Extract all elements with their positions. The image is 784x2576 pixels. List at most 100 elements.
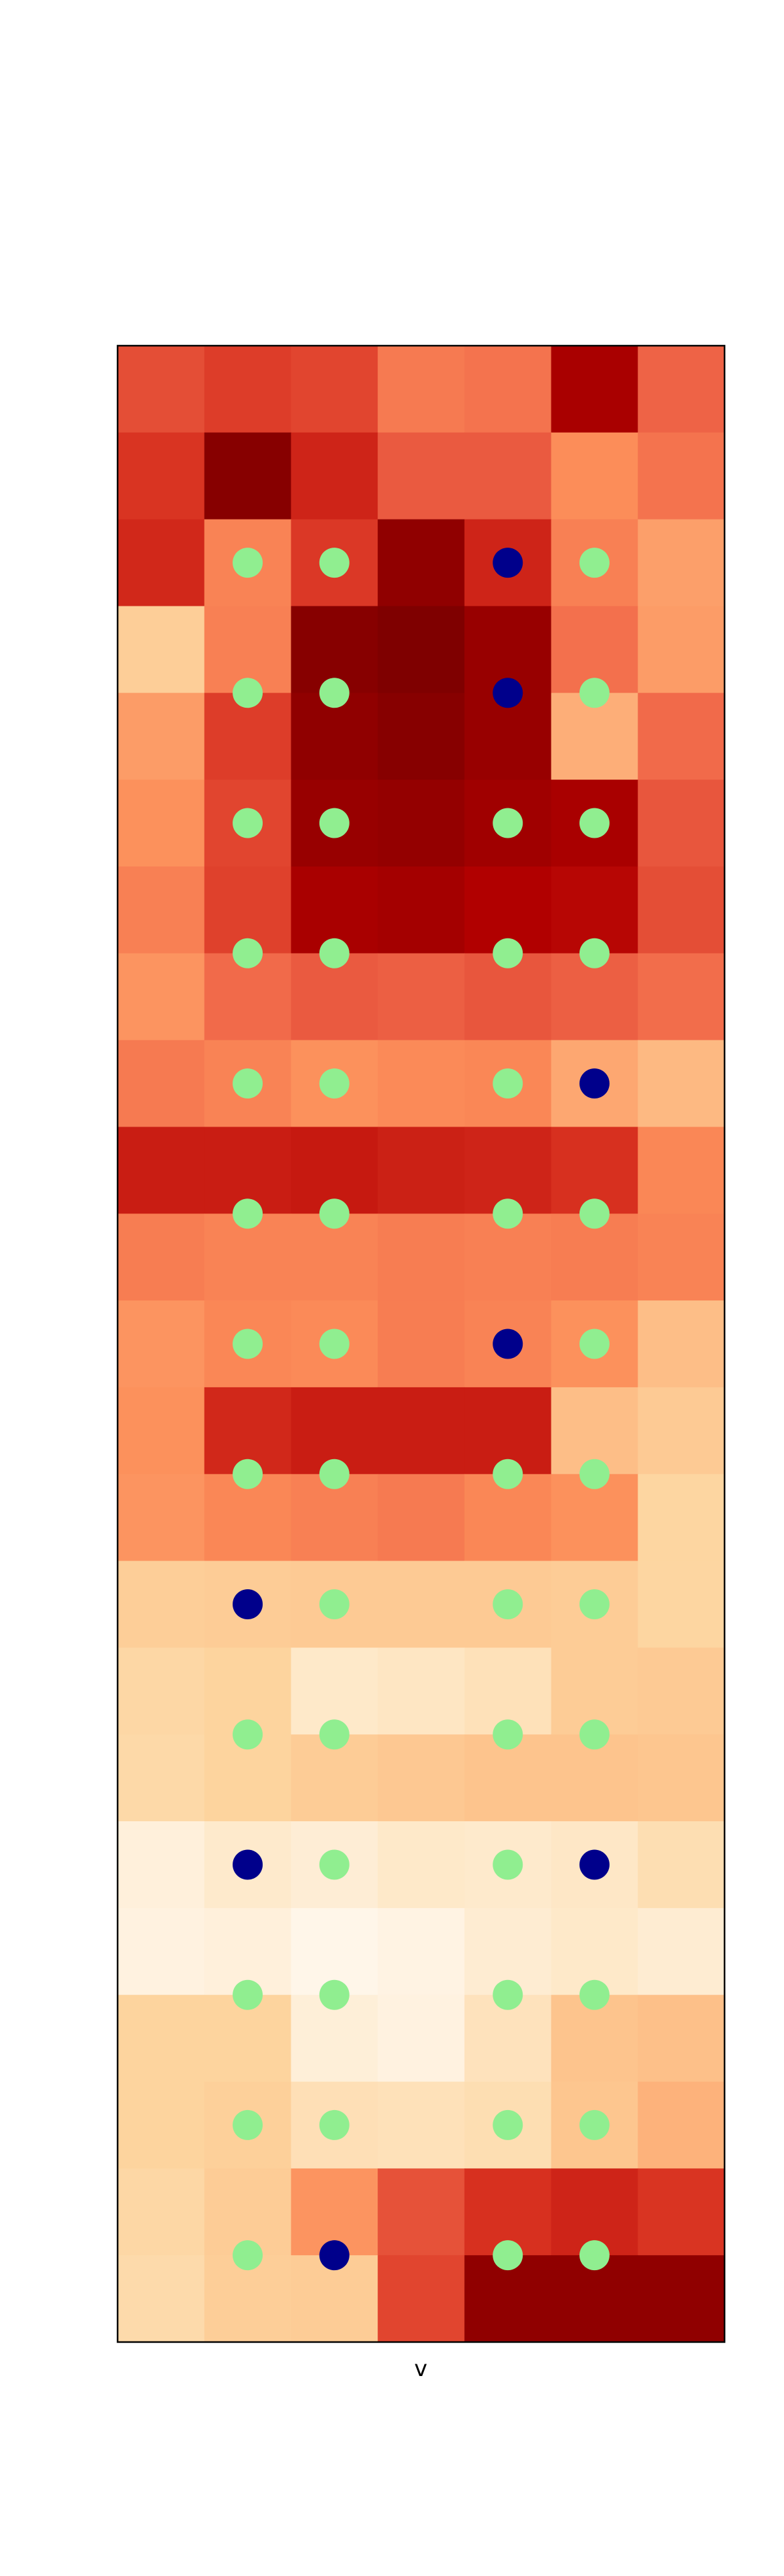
marker-point xyxy=(233,1589,263,1619)
heatmap-cell xyxy=(118,432,205,520)
heatmap-cell xyxy=(118,2255,205,2343)
marker-point xyxy=(233,1198,263,1229)
marker-point xyxy=(493,1459,523,1489)
heatmap-cell xyxy=(378,606,465,693)
heatmap-cell xyxy=(638,1560,725,1648)
heatmap-cell xyxy=(638,1994,725,2083)
heatmap-cell xyxy=(291,432,378,520)
marker-point xyxy=(579,2109,610,2140)
heatmap-cell xyxy=(378,953,465,1041)
marker-point xyxy=(319,1068,350,1099)
heatmap-cell xyxy=(638,693,725,780)
heatmap-cell xyxy=(638,2255,725,2343)
heatmap-cell xyxy=(638,1214,725,1301)
heatmap-markers xyxy=(233,548,610,2271)
heatmap-cell xyxy=(378,1994,465,2083)
marker-point xyxy=(579,548,610,578)
heatmap-cell xyxy=(638,432,725,520)
heatmap-cell xyxy=(638,1474,725,1562)
heatmap-cell xyxy=(638,1127,725,1214)
heatmap-cell xyxy=(638,866,725,954)
marker-point xyxy=(233,1719,263,1750)
heatmap-cell xyxy=(638,346,725,433)
heatmap-cell xyxy=(638,1647,725,1735)
heatmap-cell xyxy=(378,2168,465,2256)
marker-point xyxy=(493,1719,523,1750)
heatmap-cell xyxy=(638,1821,725,1909)
heatmap-cell xyxy=(118,1907,205,1996)
marker-point xyxy=(319,2109,350,2140)
marker-point xyxy=(579,1459,610,1489)
marker-point xyxy=(319,1459,350,1489)
heatmap-cell xyxy=(118,1214,205,1301)
heatmap-cell xyxy=(118,1647,205,1735)
marker-point xyxy=(233,1849,263,1880)
marker-point xyxy=(493,2240,523,2271)
heatmap-cell xyxy=(118,346,205,433)
heatmap-cell xyxy=(378,346,465,433)
heatmap-cell xyxy=(378,1040,465,1128)
marker-point xyxy=(233,2109,263,2140)
heatmap-cell xyxy=(378,519,465,607)
heatmap-cell xyxy=(291,346,378,433)
heatmap-cell xyxy=(378,1300,465,1388)
marker-point xyxy=(233,1068,263,1099)
heatmap-cell xyxy=(638,953,725,1041)
heatmap-cell xyxy=(118,1300,205,1388)
marker-point xyxy=(579,808,610,838)
marker-point xyxy=(319,938,350,968)
heatmap-cell xyxy=(118,606,205,693)
marker-point xyxy=(579,1068,610,1099)
heatmap-cell xyxy=(638,1387,725,1475)
marker-point xyxy=(493,1849,523,1880)
heatmap-cell xyxy=(638,2081,725,2169)
heatmap-cell xyxy=(638,1300,725,1388)
marker-point xyxy=(319,1329,350,1359)
heatmap-cell xyxy=(118,2168,205,2256)
marker-point xyxy=(579,2240,610,2271)
heatmap-cell xyxy=(378,1821,465,1909)
heatmap-cell xyxy=(638,519,725,607)
heatmap-cell xyxy=(378,1647,465,1735)
heatmap-cell xyxy=(638,1040,725,1128)
marker-point xyxy=(579,1329,610,1359)
heatmap-cell xyxy=(638,1907,725,1996)
heatmap-cell xyxy=(118,780,205,867)
heatmap-cell xyxy=(378,432,465,520)
heatmap-cell xyxy=(378,1127,465,1214)
marker-point xyxy=(579,938,610,968)
marker-point xyxy=(319,1589,350,1619)
marker-point xyxy=(579,678,610,708)
heatmap-cell xyxy=(638,606,725,693)
heatmap-cell xyxy=(378,2081,465,2169)
heatmap-cell xyxy=(378,866,465,954)
heatmap-cell xyxy=(118,1560,205,1648)
marker-point xyxy=(493,1329,523,1359)
heatmap-cell xyxy=(118,1994,205,2083)
marker-point xyxy=(233,808,263,838)
heatmap-cell xyxy=(638,2168,725,2256)
heatmap-cell xyxy=(378,1387,465,1475)
marker-point xyxy=(233,2240,263,2271)
heatmap-cell xyxy=(464,432,552,520)
heatmap-cell xyxy=(378,780,465,867)
heatmap-cell xyxy=(638,780,725,867)
heatmap-cell xyxy=(551,432,638,520)
marker-point xyxy=(319,1849,350,1880)
marker-point xyxy=(319,1979,350,2010)
heatmap-cell xyxy=(118,2081,205,2169)
marker-point xyxy=(233,1459,263,1489)
heatmap-cell xyxy=(378,2255,465,2343)
marker-point xyxy=(319,808,350,838)
heatmap-cell xyxy=(464,346,552,433)
marker-point xyxy=(319,678,350,708)
marker-point xyxy=(233,1979,263,2010)
marker-point xyxy=(579,1719,610,1750)
marker-point xyxy=(319,548,350,578)
marker-point xyxy=(493,808,523,838)
heatmap-cell xyxy=(551,346,638,433)
heatmap-cell xyxy=(378,1214,465,1301)
marker-point xyxy=(493,548,523,578)
marker-point xyxy=(493,678,523,708)
x-axis-label: v xyxy=(414,2356,427,2382)
